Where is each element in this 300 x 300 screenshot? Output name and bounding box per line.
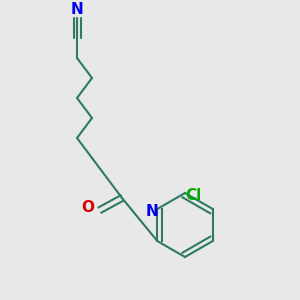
Text: O: O — [82, 200, 94, 214]
Text: Cl: Cl — [185, 188, 201, 202]
Text: N: N — [70, 2, 83, 17]
Text: N: N — [146, 203, 159, 218]
